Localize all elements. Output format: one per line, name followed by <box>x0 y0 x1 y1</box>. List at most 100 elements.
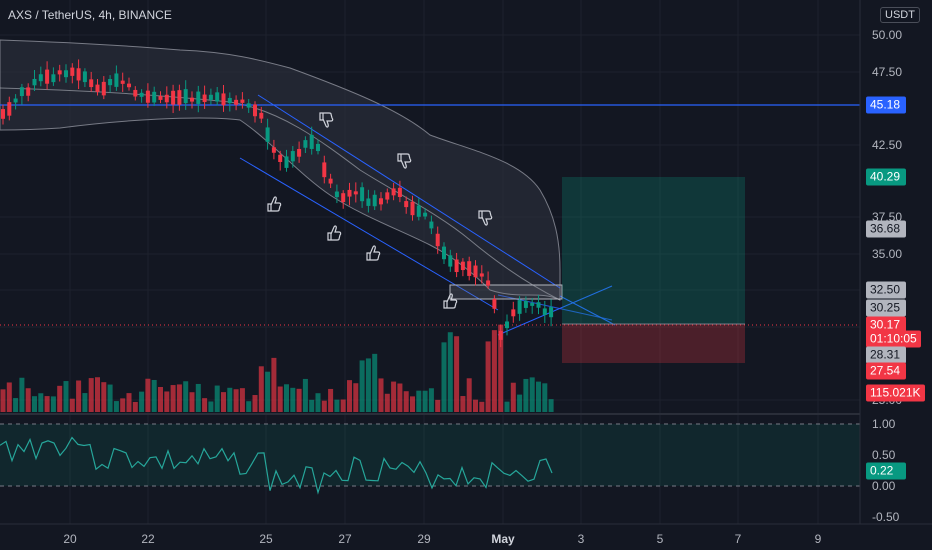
volume-bar <box>120 398 126 412</box>
volume-bar <box>63 381 69 412</box>
volume-bar <box>347 380 352 412</box>
candle-body <box>234 99 239 105</box>
candle-body <box>322 162 327 178</box>
thumbs-down-icon <box>319 112 334 128</box>
volume-bar <box>208 401 214 412</box>
volume-bar <box>454 336 460 412</box>
price-label: 35.00 <box>872 247 903 261</box>
volume-bar <box>214 385 220 412</box>
candle-body <box>215 92 220 102</box>
volume-bar <box>233 389 239 412</box>
volume-bar <box>435 399 441 412</box>
date-label-month: May <box>491 532 515 546</box>
candle-body <box>303 140 308 148</box>
candle-body <box>290 151 295 162</box>
volume-bar <box>422 390 428 412</box>
date-axis[interactable]: 20 22 25 27 29 May 3 5 7 9 <box>0 524 860 550</box>
triangle-top-line[interactable] <box>497 285 613 336</box>
candle-body <box>158 96 163 100</box>
price-label: 47.50 <box>872 65 903 79</box>
triangle-cross-line[interactable] <box>559 295 616 326</box>
candle-body <box>82 71 87 83</box>
level-price-tag: 30.25 <box>866 299 906 317</box>
volume-bar <box>32 396 37 412</box>
candle-body <box>309 134 314 149</box>
candle-body <box>259 112 264 119</box>
volume-bar <box>416 390 422 412</box>
channel-upper-line[interactable] <box>257 94 561 289</box>
candle-body <box>13 98 18 103</box>
volume-bar <box>44 396 50 412</box>
volume-bar <box>410 396 415 412</box>
price-label: 50.00 <box>872 28 903 42</box>
candle-body <box>505 321 509 329</box>
volume-bar <box>88 378 94 412</box>
candle-body <box>353 191 358 195</box>
volume-bar <box>309 399 315 412</box>
thumbs-up-icon <box>366 245 381 261</box>
candle-body <box>32 78 37 86</box>
candle-body <box>190 97 194 102</box>
candle-body <box>460 261 465 271</box>
oscillator-band <box>0 424 860 486</box>
volume-bar <box>195 383 201 412</box>
candle-body <box>202 94 207 102</box>
volume-bar <box>139 391 145 412</box>
volume-bars <box>0 324 554 412</box>
thumbs-down-icon <box>478 210 493 226</box>
volume-bar <box>290 387 296 412</box>
annotation-icons <box>267 112 493 309</box>
volume-bar <box>151 379 157 412</box>
volume-bar <box>479 401 485 412</box>
candle-body <box>517 300 522 314</box>
candle-body <box>410 201 415 216</box>
candle-body <box>64 70 68 78</box>
candle-body <box>145 90 150 103</box>
currency-button[interactable]: USDT <box>880 7 920 23</box>
candle-body <box>454 259 459 273</box>
candle-body <box>379 198 383 205</box>
horizontal-line-price-tag: 45.18 <box>866 96 906 114</box>
volume-bar <box>315 393 321 412</box>
volume-bar <box>25 388 31 412</box>
candle-body <box>183 89 188 104</box>
price-axis[interactable]: 50.00 47.50 42.50 37.50 35.00 25.00 45.1… <box>860 0 932 550</box>
date-label: 5 <box>656 532 664 546</box>
volume-bar <box>384 393 390 412</box>
volume-bar <box>428 388 434 412</box>
resistance-rectangle[interactable] <box>449 284 563 300</box>
date-label: 20 <box>63 532 77 546</box>
volume-value-tag: 115.021K <box>866 384 925 402</box>
volume-bar <box>38 393 44 412</box>
candle-body <box>347 189 352 197</box>
volume-bar <box>542 383 548 412</box>
volume-bar <box>252 395 258 412</box>
candle-body <box>341 193 346 203</box>
volume-bar <box>132 401 138 412</box>
volume-bar <box>265 371 271 412</box>
candle-body <box>114 73 119 87</box>
long-position-profit-zone[interactable] <box>562 177 745 324</box>
volume-bar <box>221 392 226 412</box>
volume-bar <box>536 381 541 412</box>
level-price-tag: 28.31 <box>866 346 906 364</box>
volume-bar <box>441 342 447 412</box>
oscillator-line[interactable] <box>0 436 553 495</box>
volume-bar <box>277 386 283 412</box>
candle-body <box>57 70 62 75</box>
volume-bar <box>391 381 397 412</box>
candle-body <box>221 93 226 106</box>
volume-bar <box>523 378 529 412</box>
volume-bar <box>365 358 371 412</box>
volume-bar <box>271 357 277 412</box>
symbol-title[interactable]: AXS / TetherUS, 4h, BINANCE <box>8 8 172 22</box>
long-position-loss-zone[interactable] <box>562 324 745 363</box>
volume-bar <box>76 380 82 412</box>
thumbs-up-icon <box>443 293 458 309</box>
volume-bar <box>158 386 163 412</box>
oscillator-label: 0.00 <box>872 479 896 493</box>
candle-body <box>253 104 257 117</box>
candle-body <box>391 188 396 196</box>
candlesticks[interactable] <box>1 59 554 348</box>
